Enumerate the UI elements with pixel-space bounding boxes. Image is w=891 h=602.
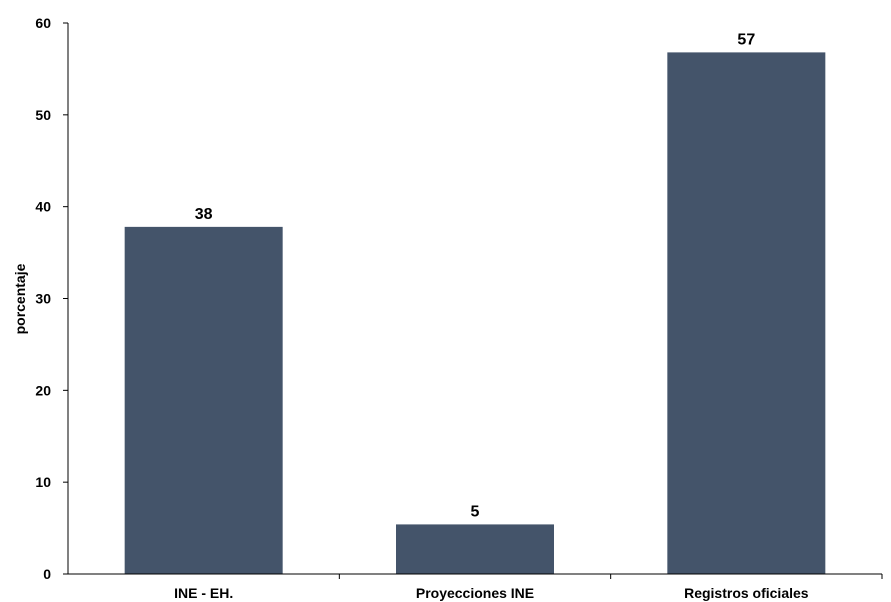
data-label: 38 (195, 206, 213, 223)
y-tick-label: 10 (35, 474, 51, 490)
bars (124, 52, 826, 575)
y-tick-label: 40 (35, 199, 51, 215)
bar (396, 524, 554, 574)
y-axis: 0 10 20 30 40 50 60 (35, 15, 69, 582)
y-tick-label: 60 (35, 15, 51, 31)
bar (124, 226, 283, 574)
bar (667, 52, 826, 575)
data-labels: 38 5 57 (195, 31, 756, 520)
y-tick-label: 20 (35, 382, 51, 398)
y-tick-label: 0 (43, 566, 51, 582)
data-label: 5 (471, 503, 480, 520)
data-label: 57 (737, 31, 755, 48)
y-tick-label: 50 (35, 107, 51, 123)
y-axis-title: porcentaje (12, 263, 28, 334)
y-tick-label: 30 (35, 291, 51, 307)
x-tick-label: Registros oficiales (684, 585, 809, 601)
x-axis: INE - EH. Proyecciones INE Registros ofici… (68, 573, 883, 601)
x-tick-label: INE - EH. (174, 585, 233, 601)
x-tick-label: Proyecciones INE (416, 585, 534, 601)
